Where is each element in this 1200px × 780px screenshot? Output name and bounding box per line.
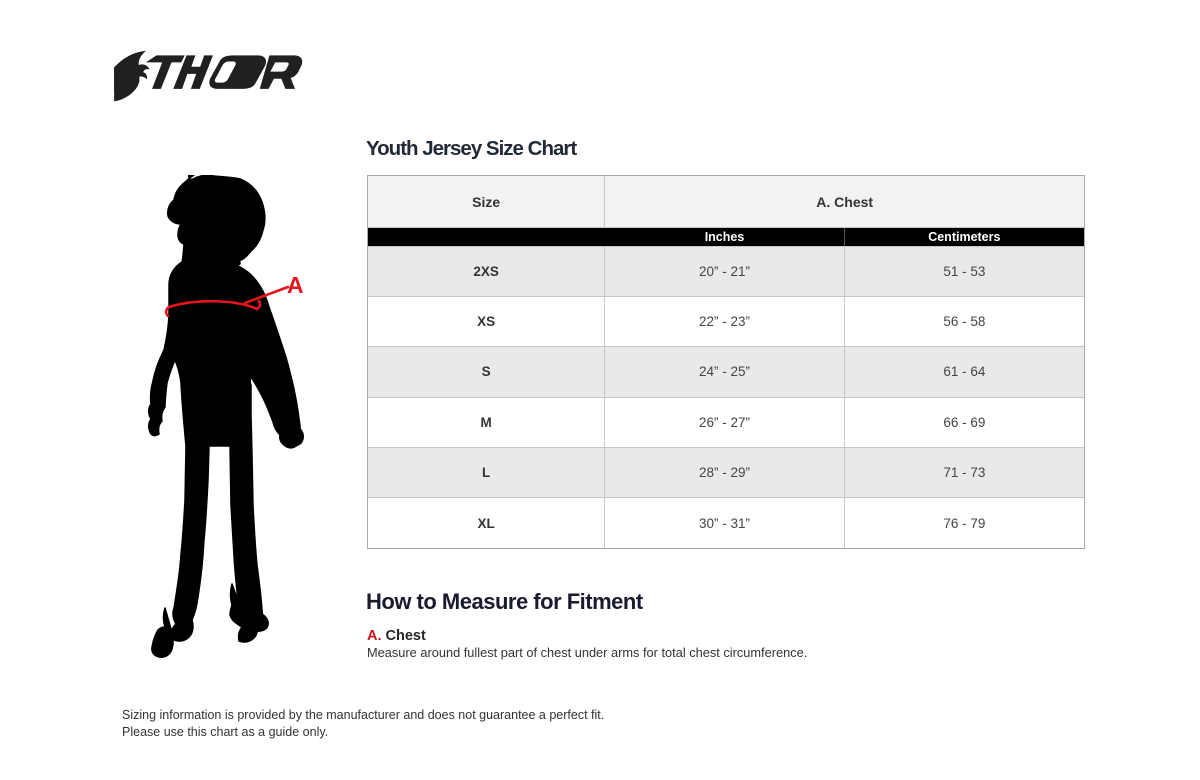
svg-text:A: A <box>287 272 304 298</box>
